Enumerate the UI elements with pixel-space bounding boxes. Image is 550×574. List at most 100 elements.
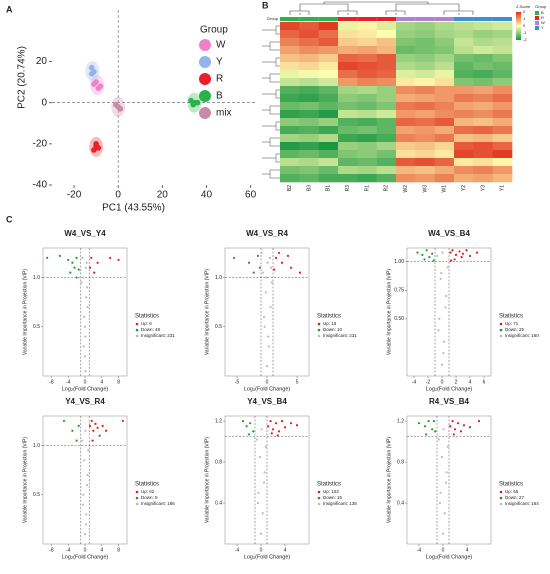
row-dendrogram: [262, 169, 280, 179]
group-label: B: [541, 10, 544, 15]
y-tick-label: 0: [41, 97, 47, 108]
column-label: Y2: [461, 185, 467, 191]
cell: [492, 174, 513, 183]
cell: [434, 118, 455, 127]
column-label: R2: [384, 185, 390, 192]
y-tick-label: 0.4: [397, 500, 404, 506]
group-bar: [473, 17, 493, 21]
point: [88, 64, 95, 71]
cell: [318, 86, 339, 95]
cell: [434, 142, 455, 151]
plot-frame: [224, 247, 310, 377]
legend-title: Statistics: [499, 482, 523, 488]
cell: [454, 110, 474, 119]
point: [75, 439, 78, 442]
point: [46, 256, 49, 259]
point: [267, 335, 270, 338]
y-tick-label: 0.5: [215, 324, 222, 330]
cell: [396, 94, 416, 103]
column-label: B1: [326, 185, 332, 191]
cell: [415, 30, 435, 39]
point: [75, 276, 78, 279]
group-bar: [454, 17, 474, 21]
y-axis-label: Variable Importance in Projection (VIP): [204, 437, 210, 523]
column-label: W2: [403, 185, 409, 193]
cell: [299, 110, 319, 119]
row-dendrogram: [262, 73, 280, 83]
cell: [473, 54, 493, 63]
cell: [280, 166, 300, 175]
legend-title: Group: [200, 25, 228, 36]
cell: [473, 126, 493, 135]
volcano-panel: W4_VS_Y4 -8 -4 0 4 8 0.5 1.0 Log₂(Fold Change) Va…: [22, 229, 175, 392]
point: [259, 532, 263, 535]
point: [84, 523, 87, 526]
x-tick-label: 4: [100, 379, 103, 385]
point: [440, 455, 443, 459]
cell: [280, 174, 300, 183]
point: [88, 71, 95, 77]
cell: [492, 70, 513, 79]
cell: [299, 158, 319, 167]
point: [286, 254, 290, 257]
cell: [396, 54, 416, 63]
cell: [299, 150, 319, 159]
cell: [299, 22, 319, 31]
point: [445, 294, 448, 298]
legend-label: Up: 6: [141, 321, 152, 326]
cell: [454, 142, 474, 151]
cell: [396, 174, 416, 183]
y-tick-label: -40: [33, 180, 48, 191]
point: [80, 281, 83, 284]
legend-label: Insignificant: 138: [323, 501, 357, 506]
group-label: Y: [541, 25, 544, 30]
x-axis-label: Log₂(Fold Change): [62, 386, 109, 392]
cell: [338, 46, 358, 55]
cell: [454, 78, 474, 87]
point: [75, 256, 78, 259]
point: [109, 256, 112, 259]
x-axis-label: Log₂(Fold Change): [244, 554, 291, 560]
point: [67, 258, 70, 261]
cell: [318, 46, 339, 55]
point: [90, 256, 93, 259]
legend-swatch: [499, 502, 503, 506]
x-tick-label: 8: [117, 379, 120, 385]
point: [85, 296, 88, 299]
panel-label: A: [6, 4, 13, 14]
cell: [280, 94, 300, 103]
cell: [318, 78, 339, 87]
group-bar: [280, 17, 300, 21]
point: [104, 429, 108, 432]
legend-swatch: [317, 328, 321, 332]
cell: [338, 54, 358, 63]
point: [101, 424, 104, 427]
point: [437, 438, 440, 441]
chart-title: Y4_VS_B4: [247, 397, 287, 406]
cell: [280, 150, 300, 159]
cell: [492, 38, 513, 47]
cell: [376, 150, 397, 159]
point: [86, 473, 89, 477]
legend-swatch: [135, 322, 139, 326]
point: [256, 254, 260, 257]
point: [432, 259, 435, 262]
cell: [376, 54, 397, 63]
cell: [473, 78, 493, 87]
point: [190, 101, 197, 108]
cell: [299, 46, 319, 55]
point: [83, 459, 86, 462]
point: [86, 305, 89, 309]
volcano-panel: W4_VS_B4 -4 -2 0 2 4 6 0.50 0.75 1.00 Log₂(Fold Ch…: [386, 229, 539, 392]
cell: [454, 62, 474, 71]
point: [73, 266, 76, 269]
cell: [338, 110, 358, 119]
point: [88, 266, 92, 269]
cell: [280, 134, 300, 143]
cell: [473, 38, 493, 47]
cell: [434, 110, 455, 119]
legend-swatch: [317, 322, 321, 326]
point: [94, 422, 97, 425]
pca-panel: -20 0 20 40 60 -40 -20 0 20 PC1 (43.55%) PC2 (20.7…: [17, 10, 257, 214]
